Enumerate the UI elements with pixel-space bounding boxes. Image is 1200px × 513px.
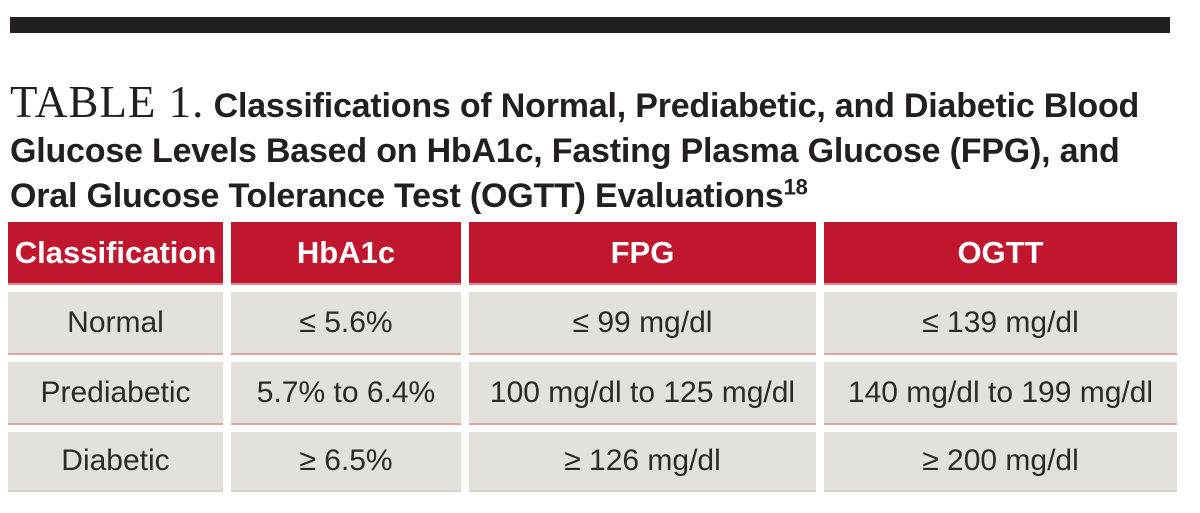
table-title-text: Classifications of Normal, Prediabetic, …: [10, 87, 1140, 215]
cell-diabetic-label: Diabetic: [8, 432, 223, 492]
cell-prediabetic-hba1c: 5.7% to 6.4%: [231, 362, 461, 425]
header-ogtt: OGTT: [824, 222, 1177, 285]
top-rule-bar: [10, 17, 1170, 33]
cell-prediabetic-label: Prediabetic: [8, 362, 223, 425]
cell-diabetic-ogtt: ≥ 200 mg/dl: [824, 432, 1177, 492]
cell-normal-ogtt: ≤ 139 mg/dl: [824, 292, 1177, 355]
cell-normal-fpg: ≤ 99 mg/dl: [469, 292, 816, 355]
table-title-reference: 18: [783, 174, 808, 200]
cell-normal-label: Normal: [8, 292, 223, 355]
table-title: TABLE 1. Classifications of Normal, Pred…: [10, 80, 1160, 219]
cell-normal-hba1c: ≤ 5.6%: [231, 292, 461, 355]
cell-diabetic-hba1c: ≥ 6.5%: [231, 432, 461, 492]
classification-table: Classification HbA1c FPG OGTT Normal ≤ 5…: [8, 222, 1177, 492]
cell-prediabetic-ogtt: 140 mg/dl to 199 mg/dl: [824, 362, 1177, 425]
table-title-label: TABLE 1.: [10, 77, 205, 127]
header-hba1c: HbA1c: [231, 222, 461, 285]
header-classification: Classification: [8, 222, 223, 285]
cell-diabetic-fpg: ≥ 126 mg/dl: [469, 432, 816, 492]
header-fpg: FPG: [469, 222, 816, 285]
cell-prediabetic-fpg: 100 mg/dl to 125 mg/dl: [469, 362, 816, 425]
